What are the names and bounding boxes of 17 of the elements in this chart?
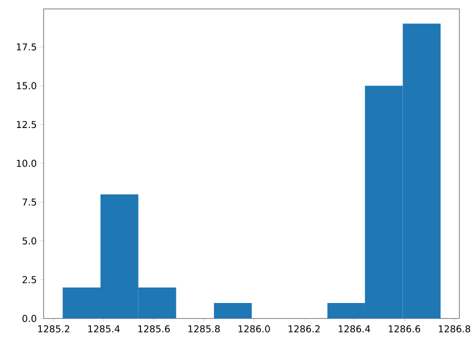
y-tick-label: 12.5 [16, 120, 36, 128]
x-tick-label: 1285.6 [138, 325, 170, 332]
y-tick-label: 15.0 [16, 82, 36, 90]
x-tick-label: 1286.2 [288, 325, 320, 332]
x-tick-label: 1286.6 [388, 325, 420, 332]
y-tick-label: 5.0 [22, 237, 36, 244]
y-tick-label: 7.5 [22, 198, 36, 206]
y-tick-label: 10.0 [16, 160, 36, 167]
x-tick-label: 1286.4 [338, 325, 370, 332]
y-tick-label: 2.5 [22, 276, 36, 284]
x-tick-label: 1286.0 [238, 325, 270, 332]
x-tick-label: 1285.4 [88, 325, 120, 332]
x-tick-label: 1285.8 [188, 325, 220, 332]
x-tick-label: 1286.8 [438, 325, 470, 332]
x-tick-label: 1285.2 [38, 325, 70, 332]
y-tick-label: 0.0 [22, 314, 36, 322]
y-tick-label: 17.5 [16, 43, 36, 50]
